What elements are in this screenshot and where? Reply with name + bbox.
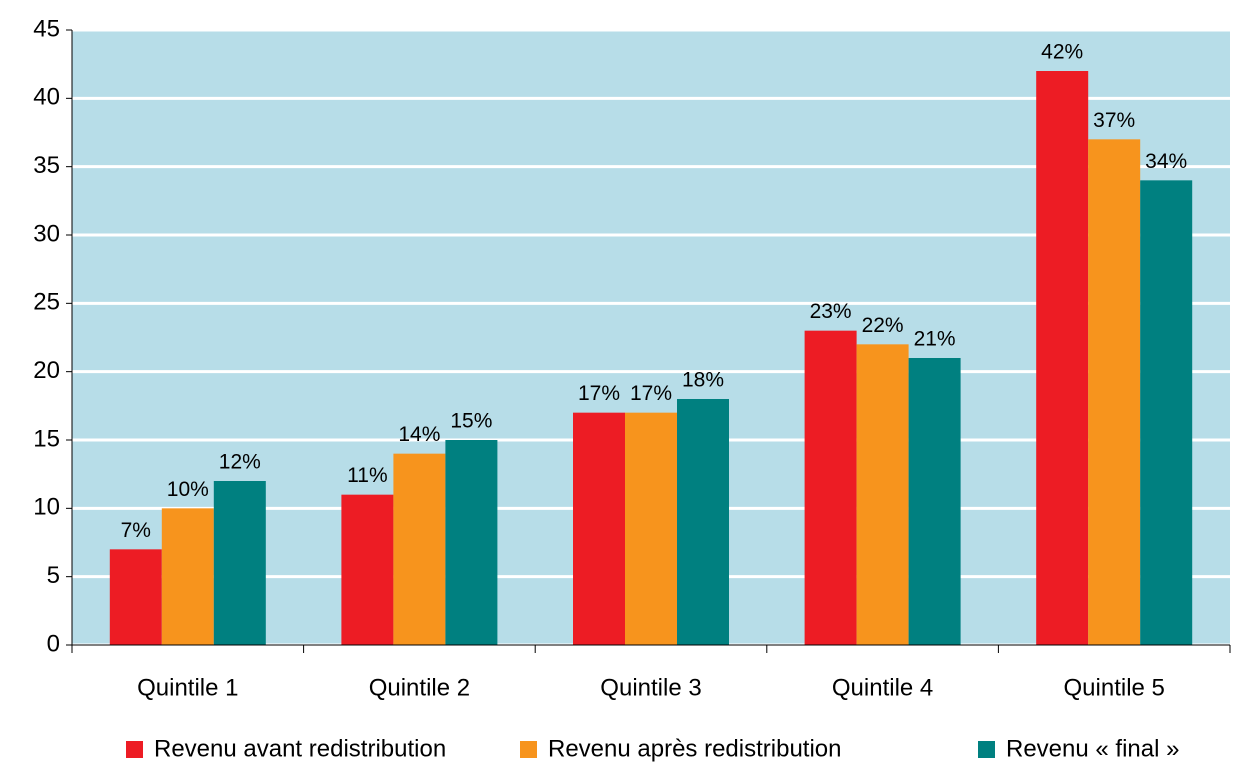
legend-label: Revenu après redistribution — [548, 735, 842, 762]
legend-swatch — [978, 741, 995, 758]
value-label: 34% — [1145, 150, 1187, 173]
bar — [445, 440, 498, 645]
legend-label: Revenu avant redistribution — [154, 735, 446, 762]
bar — [1088, 139, 1141, 646]
bar — [161, 508, 214, 645]
value-label: 17% — [578, 382, 620, 405]
bar — [341, 494, 394, 645]
value-label: 23% — [810, 300, 852, 323]
bar — [213, 481, 266, 645]
y-tick-label: 35 — [33, 152, 60, 179]
y-tick-label: 10 — [33, 494, 60, 521]
y-tick-label: 5 — [47, 562, 60, 589]
value-label: 11% — [347, 464, 387, 487]
value-label: 37% — [1093, 109, 1135, 132]
bar — [804, 330, 857, 645]
bar — [573, 412, 625, 645]
bar — [1036, 71, 1089, 645]
legend-swatch — [520, 741, 537, 758]
value-label: 15% — [450, 410, 492, 433]
legend-swatch — [126, 741, 143, 758]
bar — [109, 549, 162, 645]
legend-label: Revenu « final » — [1006, 735, 1179, 762]
x-tick-label: Quintile 1 — [137, 674, 238, 701]
value-label: 12% — [219, 451, 261, 474]
bar — [625, 412, 677, 645]
value-label: 18% — [682, 369, 724, 392]
x-tick-label: Quintile 5 — [1064, 674, 1165, 701]
y-tick-label: 15 — [33, 425, 60, 452]
value-label: 22% — [862, 314, 904, 337]
bar — [1140, 180, 1193, 646]
y-tick-label: 0 — [47, 630, 60, 657]
y-tick-label: 20 — [33, 357, 60, 384]
bar — [677, 399, 729, 645]
x-tick-label: Quintile 2 — [369, 674, 470, 701]
value-label: 14% — [398, 423, 440, 446]
x-tick-label: Quintile 4 — [832, 674, 933, 701]
y-tick-label: 40 — [33, 84, 60, 111]
bar — [393, 453, 446, 645]
bar — [908, 358, 961, 645]
x-tick-label: Quintile 3 — [600, 674, 701, 701]
value-label: 21% — [914, 328, 956, 351]
y-tick-label: 45 — [33, 15, 60, 42]
value-label: 10% — [167, 478, 209, 501]
y-tick-label: 30 — [33, 220, 60, 247]
value-label: 17% — [630, 382, 672, 405]
value-label: 42% — [1041, 41, 1083, 64]
y-tick-label: 25 — [33, 289, 60, 316]
value-label: 7% — [121, 519, 151, 542]
bar — [856, 344, 909, 645]
